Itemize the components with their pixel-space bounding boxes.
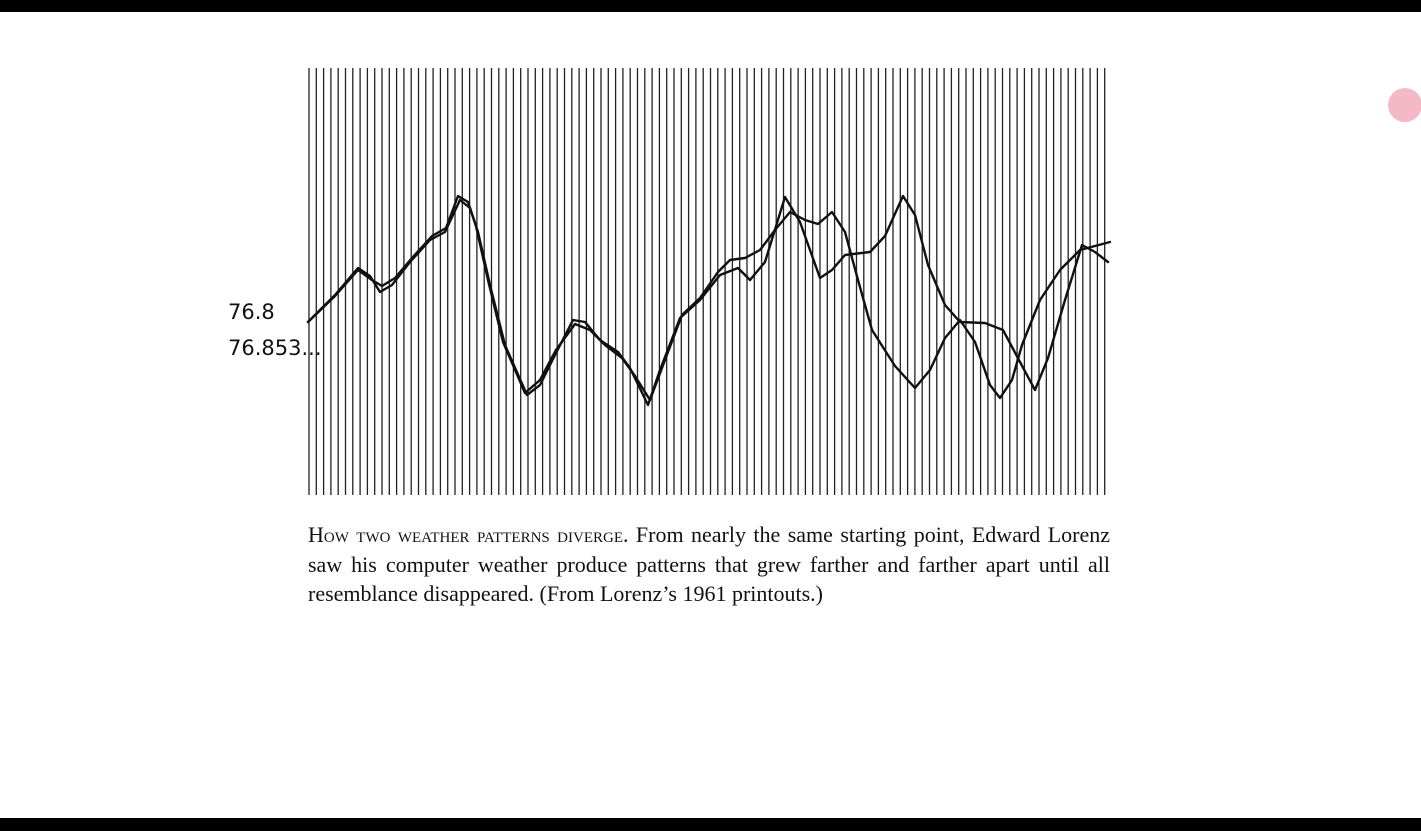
annotation: 76.853... [228,336,322,360]
bottom-bar [0,818,1421,831]
translate-icon[interactable] [1388,88,1421,122]
annotation: 76.8 [228,300,275,324]
caption-heading: How two weather patterns diverge. [308,522,629,547]
top-bar [0,0,1421,12]
caption-body: From nearly the same starting point, Edw… [308,522,1111,606]
printout-lines [308,68,1106,495]
caption: How two weather patterns diverge. From n… [308,520,1110,609]
curve-b [306,194,1112,402]
curve-a [306,194,1110,407]
